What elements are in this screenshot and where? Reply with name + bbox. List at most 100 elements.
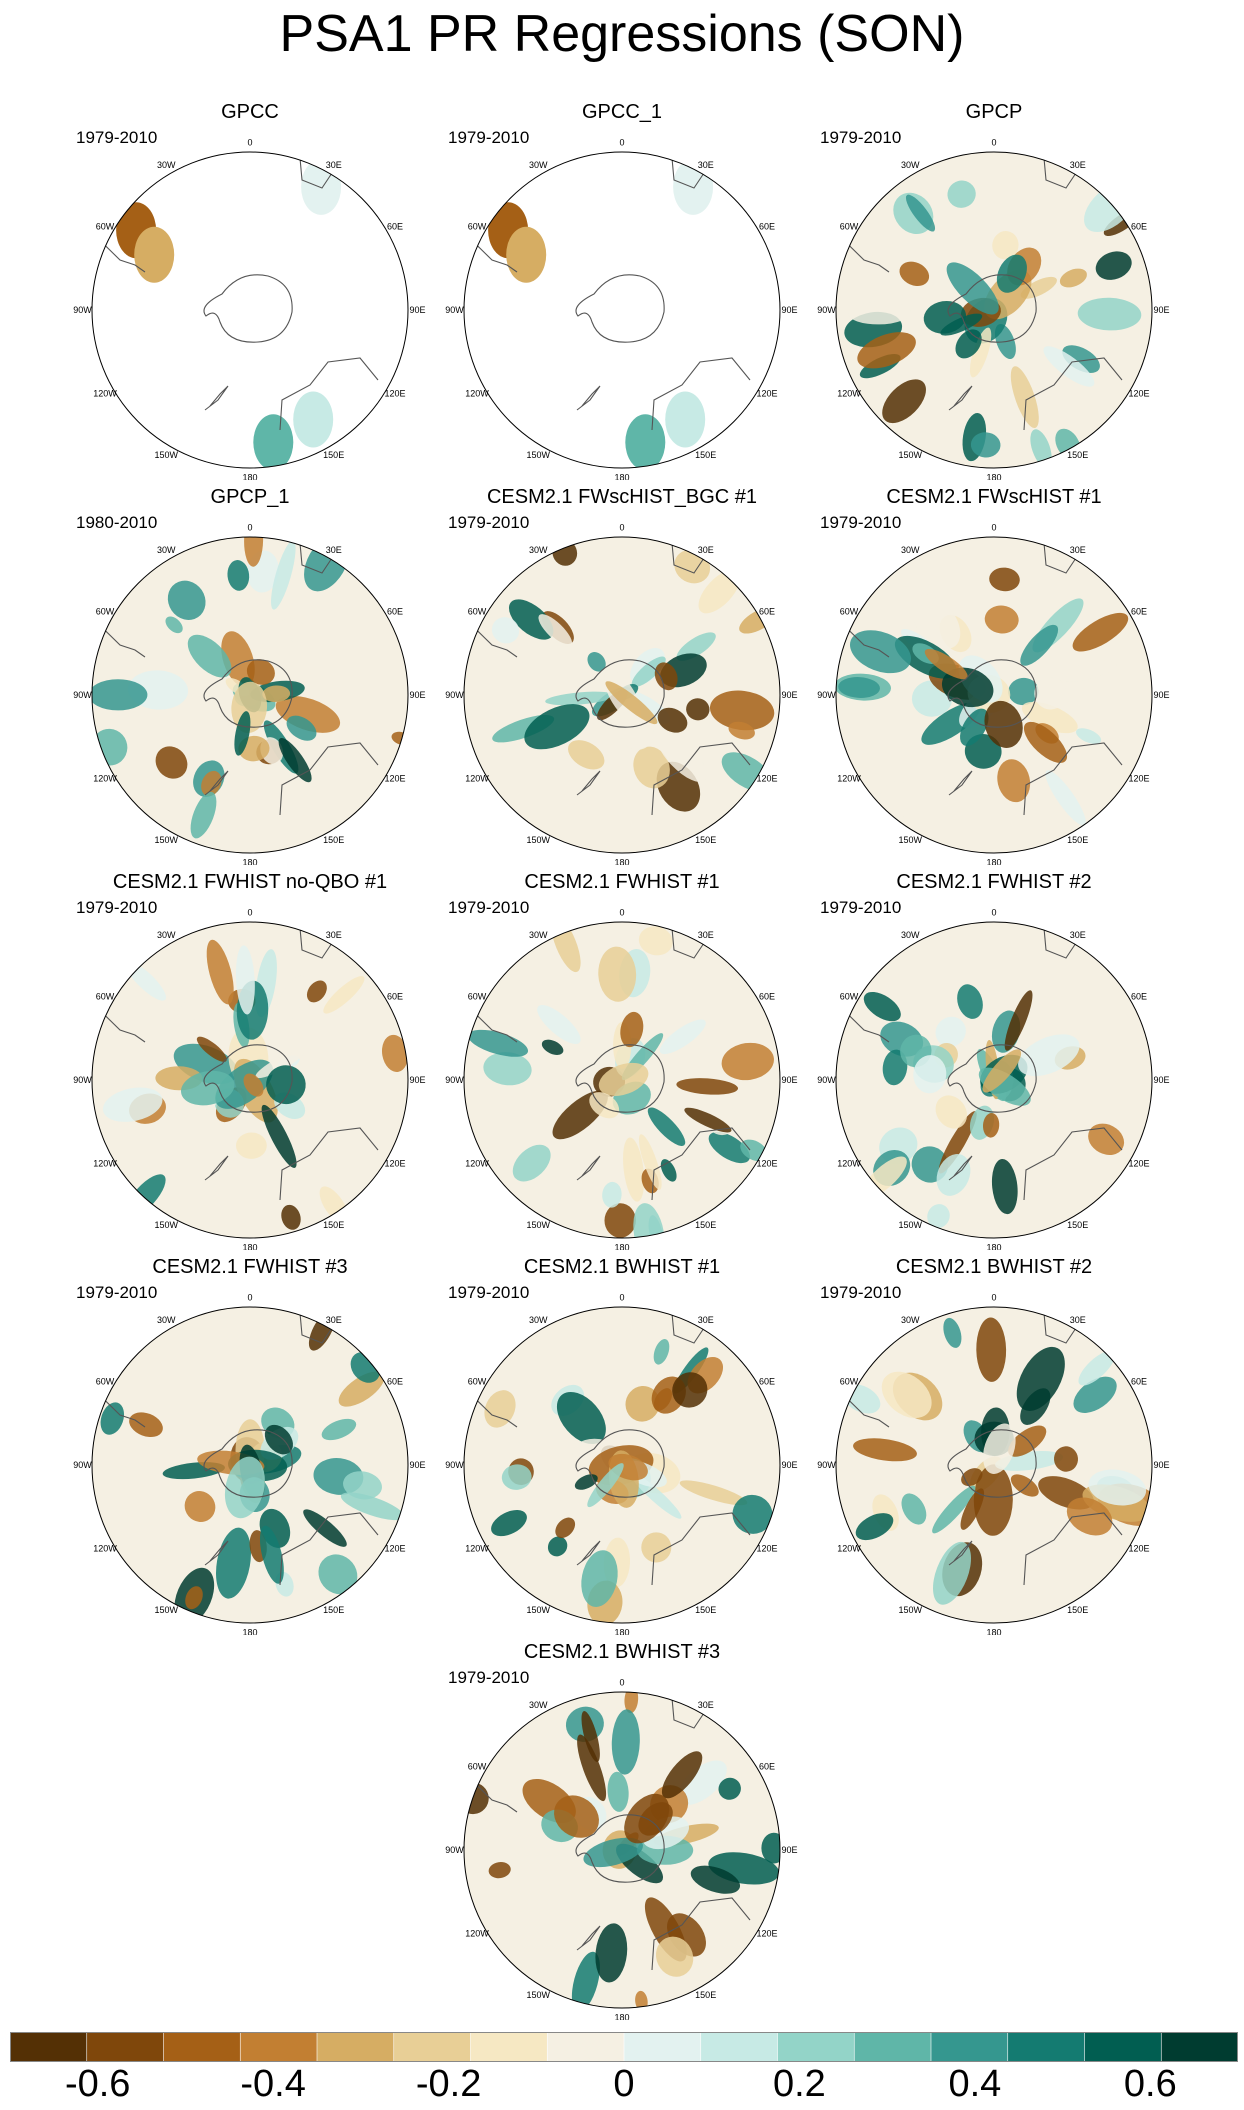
lon-tick-label: 0 [991, 908, 996, 918]
anomaly-blob [709, 690, 775, 731]
lon-tick-label: 120W [465, 1159, 489, 1169]
anomaly-blob [187, 634, 232, 678]
anomaly-blob [262, 685, 291, 703]
anomaly-blob [100, 1402, 125, 1435]
coastline [1023, 742, 1123, 816]
coastline [948, 770, 973, 796]
polar-map: 0 30E 60E 90E 120E 150E 180 150W 120W 90W 60W 30W [817, 138, 1169, 481]
lon-tick-label: 60E [387, 221, 403, 231]
anomaly-blob [524, 704, 590, 750]
lon-tick-label: 120W [93, 1159, 117, 1169]
anomaly-blob [882, 1049, 908, 1086]
anomaly-blob [577, 1734, 607, 1802]
anomaly-blob [638, 926, 673, 956]
lon-tick-label: 120E [756, 1544, 777, 1554]
anomaly-blob [278, 737, 312, 783]
colorbar-swatch [239, 2032, 318, 2062]
lon-tick-label: 0 [247, 1293, 252, 1303]
anomaly-blob [605, 681, 658, 725]
anomaly-blob [882, 379, 926, 424]
lon-tick-label: 60E [1131, 221, 1147, 231]
lon-tick-label: 30W [157, 545, 176, 555]
lon-tick-label: 30E [1070, 1315, 1086, 1325]
anomaly-blob [901, 1493, 927, 1525]
lon-tick-label: 60E [387, 606, 403, 616]
colorbar-swatch [1007, 2032, 1086, 2062]
lon-tick-label: 180 [614, 2013, 629, 2021]
lon-tick-label: 60W [468, 1376, 487, 1386]
lon-tick-label: 60W [840, 221, 859, 231]
lon-tick-label: 30E [326, 930, 342, 940]
polar-map: 0 30E 60E 90E 120E 150E 180 150W 120W 90W 60W 30W [445, 523, 797, 866]
anomaly-blob [293, 391, 334, 448]
map-panel: GPCP 0 30E 60E 90E 120E 150E 180 150W 120W 90W 60W 3… [804, 100, 1184, 480]
lon-tick-label: 180 [614, 1243, 629, 1251]
lon-tick-label: 30E [1070, 930, 1086, 940]
lon-tick-label: 30E [698, 160, 714, 170]
anomaly-blob [321, 1418, 357, 1441]
anomaly-blob [541, 1039, 564, 1055]
lon-tick-label: 90E [781, 1845, 797, 1855]
panel-title: CESM2.1 BWHIST #2 [895, 1256, 1093, 1278]
colorbar-outline [10, 2032, 1238, 2062]
lon-tick-label: 30W [157, 930, 176, 940]
lon-tick-label: 60W [468, 1761, 487, 1771]
coastline [279, 357, 379, 431]
map-boundary [835, 536, 1153, 854]
anomaly-blob [261, 1104, 297, 1168]
map-panel: GPCC_1 0 30E 60E 90E 120E 150E 180 150W 120W 90W 60… [432, 100, 812, 480]
anomaly-blob [1020, 276, 1057, 299]
lon-tick-label: 150W [899, 1220, 923, 1230]
anomaly-blob [279, 617, 307, 642]
lon-tick-label: 60W [468, 991, 487, 1001]
coastline [651, 1512, 751, 1586]
anomaly-blob [984, 700, 1023, 748]
coastline [279, 1512, 379, 1586]
lon-tick-label: 0 [991, 523, 996, 533]
coastline [576, 1540, 601, 1566]
anomaly-blob [686, 698, 710, 721]
anomaly-blob [303, 1509, 347, 1547]
anomaly-blob [184, 1491, 216, 1522]
lon-tick-label: 120E [1128, 774, 1149, 784]
colorbar-swatch [930, 2032, 1009, 2062]
lon-tick-label: 60W [468, 606, 487, 616]
anomaly-blob [899, 261, 930, 286]
map-boundary [91, 1306, 409, 1624]
anomaly-blob [1018, 1034, 1080, 1077]
polar-map: 0 30E 60E 90E 120E 150E 180 150W 120W 90W 60W 30W [817, 908, 1169, 1251]
lon-tick-label: 120E [1128, 1159, 1149, 1169]
lon-tick-label: 0 [991, 1293, 996, 1303]
polar-map: 0 30E 60E 90E 120E 150E 180 150W 120W 90W 60W 30W [817, 523, 1169, 866]
coastline [204, 1540, 229, 1566]
coastline [576, 1155, 601, 1181]
anomaly-blob [488, 1862, 511, 1879]
panel-title: GPCC_1 [581, 101, 663, 123]
anomaly-blob [970, 432, 1001, 458]
anomaly-blob [581, 1550, 618, 1607]
anomaly-blob [1008, 677, 1039, 706]
lon-tick-label: 60E [1131, 991, 1147, 1001]
lon-tick-label: 180 [986, 858, 1001, 866]
map-boundary [463, 536, 781, 854]
panel-period: 1979-2010 [448, 898, 530, 917]
map-boundary [91, 151, 409, 469]
lon-tick-label: 150E [695, 1990, 716, 2000]
map-field [92, 152, 408, 468]
map-panel: CESM2.1 FWscHIST_BGC #1 0 30E 60E 90E 120E 150… [432, 485, 812, 865]
anomaly-blob [547, 1536, 568, 1557]
anomaly-blob [911, 594, 961, 649]
map-boundary [91, 921, 409, 1239]
coastline [1023, 1512, 1123, 1586]
anomaly-blob [1030, 429, 1052, 468]
anomaly-blob [647, 1107, 686, 1146]
lon-tick-label: 60E [387, 1376, 403, 1386]
anomaly-blob [625, 414, 666, 468]
lon-tick-label: 90E [409, 305, 425, 315]
map-boundary [463, 1691, 781, 2009]
page-title: PSA1 PR Regressions (SON) [279, 5, 965, 63]
panel-title: GPCP_1 [210, 486, 290, 508]
lon-tick-label: 120E [1128, 1544, 1149, 1554]
anomaly-blob [1062, 345, 1100, 373]
anomaly-blob [1023, 721, 1068, 763]
